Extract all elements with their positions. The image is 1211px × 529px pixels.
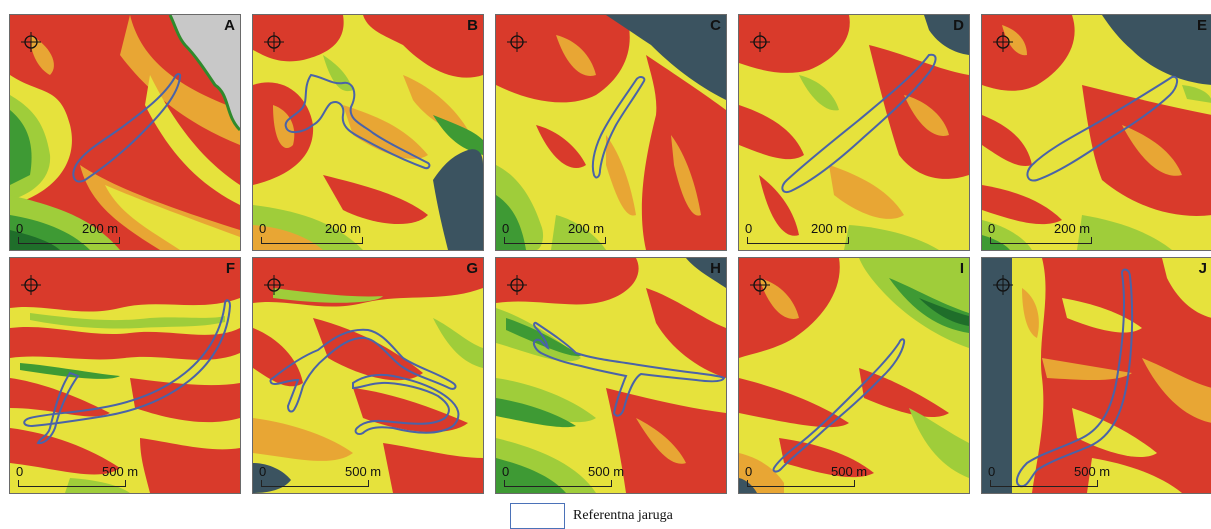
map-panel-g: G 0 500 m [252,257,484,494]
north-arrow-icon [21,32,41,52]
north-arrow-icon [507,32,527,52]
scale-distance: 200 m [325,221,362,236]
map-raster-h [496,258,726,493]
map-panel-j: J 0 500 m [981,257,1211,494]
legend: Referentna jaruga [510,503,800,529]
scale-line [747,480,855,487]
scale-zero: 0 [16,464,24,479]
map-raster-j [982,258,1211,493]
map-panel-a: A 0 200 m [9,14,241,251]
scale-bar: 0 200 m [10,210,160,250]
scale-bar: 0 500 m [496,453,646,493]
scale-zero: 0 [988,221,996,236]
scale-zero: 0 [16,221,24,236]
scale-zero: 0 [502,464,510,479]
north-arrow-icon [21,275,41,295]
map-raster-f [10,258,240,493]
panel-label: B [467,17,478,34]
scale-bar: 0 200 m [253,210,403,250]
legend-swatch-gully [510,503,565,529]
north-arrow-icon [507,275,527,295]
scale-line [504,237,606,244]
scale-zero: 0 [259,221,267,236]
scale-zero: 0 [502,221,510,236]
scale-zero: 0 [745,464,753,479]
panel-label: C [710,17,721,34]
north-arrow-icon [264,32,284,52]
north-arrow-icon [750,32,770,52]
scale-distance: 200 m [1054,221,1091,236]
panel-label: J [1198,260,1207,277]
scale-bar: 0 200 m [496,210,646,250]
panel-label: F [225,260,235,277]
scale-zero: 0 [259,464,267,479]
scale-distance: 500 m [1074,464,1111,479]
map-panel-e: E 0 200 m [981,14,1211,251]
scale-distance: 500 m [102,464,139,479]
scale-zero: 0 [745,221,753,236]
panel-label: I [959,260,964,277]
map-panel-i: I 0 500 m [738,257,970,494]
map-raster-c [496,15,726,250]
scale-zero: 0 [988,464,996,479]
map-raster-i [739,258,969,493]
scale-line [504,480,612,487]
scale-distance: 500 m [588,464,625,479]
map-raster-b [253,15,483,250]
north-arrow-icon [750,275,770,295]
panel-label: H [710,260,721,277]
scale-line [747,237,849,244]
map-panel-f: F 0 500 m [9,257,241,494]
scale-bar: 0 500 m [10,453,160,493]
scale-line [261,480,369,487]
panel-label: D [953,17,964,34]
north-arrow-icon [993,32,1013,52]
scale-bar: 0 500 m [739,453,889,493]
panel-label: A [224,17,235,34]
legend-label: Referentna jaruga [573,508,673,523]
panel-label: E [1196,17,1207,34]
scale-distance: 200 m [811,221,848,236]
scale-line [261,237,363,244]
map-panel-c: C 0 200 m [495,14,727,251]
scale-bar: 0 200 m [982,210,1132,250]
map-panel-b: B 0 200 m [252,14,484,251]
scale-bar: 0 200 m [739,210,889,250]
scale-distance: 200 m [568,221,605,236]
scale-distance: 200 m [82,221,119,236]
scale-line [18,480,126,487]
scale-line [18,237,120,244]
map-panel-h: H 0 500 m [495,257,727,494]
map-raster-g [253,258,483,493]
map-raster-e [982,15,1211,250]
scale-distance: 500 m [831,464,868,479]
north-arrow-icon [993,275,1013,295]
map-panel-d: D 0 200 m [738,14,970,251]
map-raster-d [739,15,969,250]
north-arrow-icon [264,275,284,295]
scale-line [990,237,1092,244]
scale-distance: 500 m [345,464,382,479]
scale-line [990,480,1098,487]
scale-bar: 0 500 m [982,453,1132,493]
panel-label: G [466,260,478,277]
scale-bar: 0 500 m [253,453,403,493]
